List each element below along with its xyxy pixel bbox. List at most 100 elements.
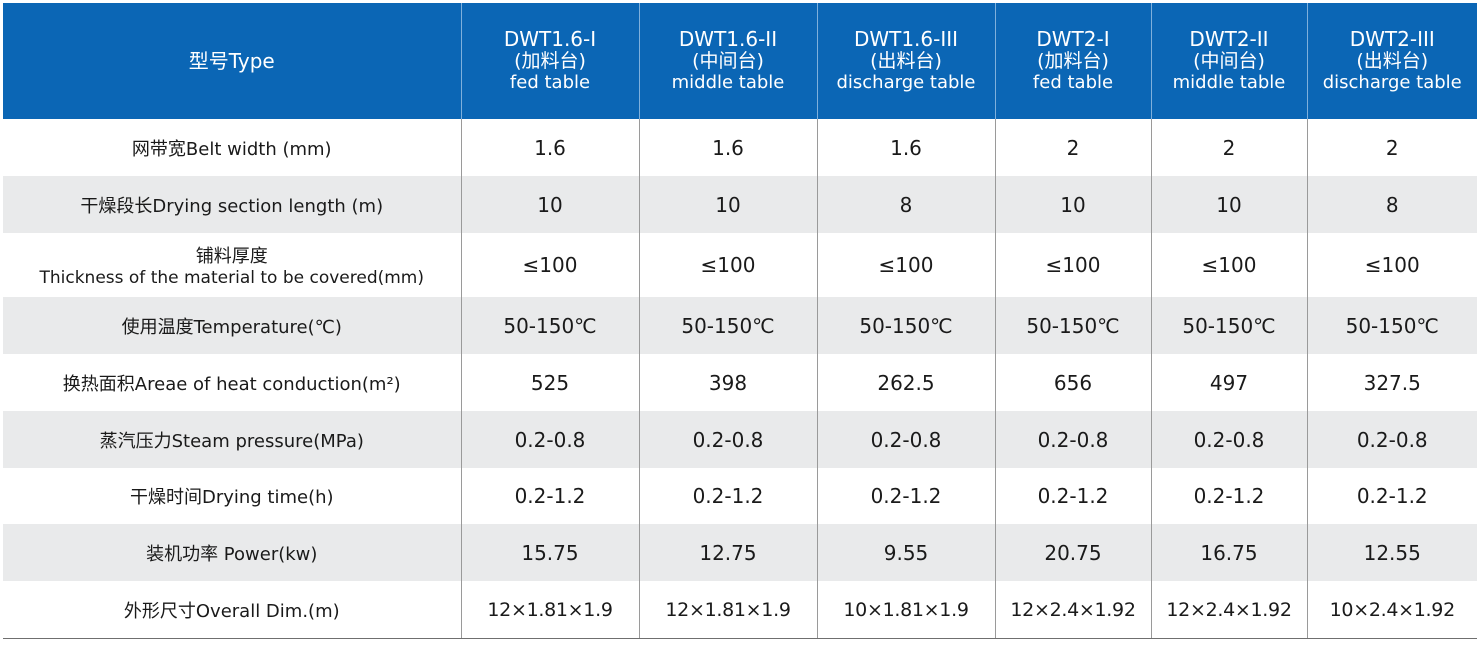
cell-value: 2 — [1306, 119, 1477, 176]
row-label: 使用温度Temperature(℃) — [3, 297, 461, 354]
cell-value: 262.5 — [816, 354, 995, 411]
cell-value: 12×1.81×1.9 — [460, 581, 639, 639]
model-code: DWT2-I — [1036, 27, 1110, 51]
row-label: 干燥时间Drying time(h) — [3, 468, 461, 524]
cell-value: 0.2-1.2 — [1306, 468, 1477, 524]
header-model: DWT1.6-II (中间台) middle table — [638, 3, 817, 119]
cell-value: 12×2.4×1.92 — [994, 581, 1151, 639]
table-row: 网带宽Belt width (mm) 1.6 1.6 1.6 2 2 2 — [3, 119, 1477, 176]
table-row: 蒸汽压力Steam pressure(MPa) 0.2-0.8 0.2-0.8 … — [3, 411, 1477, 468]
row-label: 蒸汽压力Steam pressure(MPa) — [3, 411, 461, 468]
cell-value: 8 — [1306, 176, 1477, 233]
cell-value: 0.2-1.2 — [460, 468, 639, 524]
cell-value: 327.5 — [1306, 354, 1477, 411]
cell-value: 12.75 — [638, 524, 817, 581]
cell-value: 10 — [1150, 176, 1307, 233]
cell-value: 50-150℃ — [816, 297, 995, 354]
model-code: DWT2-II — [1189, 27, 1269, 51]
cell-value: 20.75 — [994, 524, 1151, 581]
cell-value: 8 — [816, 176, 995, 233]
row-label-cn: 铺料厚度 — [195, 246, 268, 267]
model-code: DWT2-III — [1349, 27, 1435, 51]
cell-value: 10 — [638, 176, 817, 233]
header-model: DWT2-II (中间台) middle table — [1150, 3, 1307, 119]
cell-value: 1.6 — [460, 119, 639, 176]
model-cn: (加料台) — [514, 50, 586, 72]
cell-value: 525 — [460, 354, 639, 411]
header-type-label: 型号Type — [3, 3, 461, 119]
table-row: 干燥时间Drying time(h) 0.2-1.2 0.2-1.2 0.2-1… — [3, 468, 1477, 524]
cell-value: 398 — [638, 354, 817, 411]
cell-value: 656 — [994, 354, 1151, 411]
cell-value: 12×1.81×1.9 — [638, 581, 817, 639]
cell-value: 1.6 — [638, 119, 817, 176]
cell-value: 50-150℃ — [1306, 297, 1477, 354]
cell-value: ≤100 — [638, 233, 817, 297]
model-code: DWT1.6-III — [853, 27, 959, 51]
cell-value: 0.2-0.8 — [638, 411, 817, 468]
cell-value: 10 — [460, 176, 639, 233]
model-cn: (出料台) — [870, 50, 942, 72]
cell-value: ≤100 — [460, 233, 639, 297]
cell-value: 0.2-0.8 — [816, 411, 995, 468]
model-en: fed table — [1032, 72, 1114, 93]
cell-value: 0.2-0.8 — [1306, 411, 1477, 468]
model-cn: (中间台) — [692, 50, 764, 72]
row-label: 外形尺寸Overall Dim.(m) — [3, 581, 461, 639]
cell-value: 50-150℃ — [1150, 297, 1307, 354]
table-row: 装机功率 Power(kw) 15.75 12.75 9.55 20.75 16… — [3, 524, 1477, 581]
cell-value: 50-150℃ — [460, 297, 639, 354]
cell-value: ≤100 — [816, 233, 995, 297]
cell-value: ≤100 — [994, 233, 1151, 297]
header-row: 型号Type DWT1.6-I (加料台) fed table DWT1.6-II(… — [3, 3, 1477, 119]
cell-value: 0.2-1.2 — [816, 468, 995, 524]
cell-value: 0.2-1.2 — [638, 468, 817, 524]
cell-value: 12.55 — [1306, 524, 1477, 581]
row-label: 干燥段长Drying section length (m) — [3, 176, 461, 233]
table-row: 干燥段长Drying section length (m) 10 10 8 10… — [3, 176, 1477, 233]
row-label: 铺料厚度 Thickness of the material to be cove… — [3, 233, 461, 297]
model-en: middle table — [1172, 72, 1286, 93]
header-model: DWT2-III (出料台) discharge table — [1306, 3, 1477, 119]
cell-value: 2 — [994, 119, 1151, 176]
cell-value: 10×1.81×1.9 — [816, 581, 995, 639]
cell-value: 50-150℃ — [994, 297, 1151, 354]
cell-value: 16.75 — [1150, 524, 1307, 581]
row-label: 网带宽Belt width (mm) — [3, 119, 461, 176]
cell-value: 2 — [1150, 119, 1307, 176]
model-code: DWT1.6-II — [678, 27, 778, 51]
model-en: middle table — [671, 72, 785, 93]
cell-value: ≤100 — [1150, 233, 1307, 297]
model-code: DWT1.6-I — [503, 27, 597, 51]
model-en: fed table — [509, 72, 591, 93]
cell-value: 12×2.4×1.92 — [1150, 581, 1307, 639]
table-row: 换热面积Areae of heat conduction(m²) 525 398… — [3, 354, 1477, 411]
table-row: 使用温度Temperature(℃) 50-150℃ 50-150℃ 50-15… — [3, 297, 1477, 354]
cell-value: 0.2-1.2 — [994, 468, 1151, 524]
model-cn: (加料台) — [1037, 50, 1109, 72]
cell-value: 10×2.4×1.92 — [1306, 581, 1477, 639]
table-row: 外形尺寸Overall Dim.(m) 12×1.81×1.9 12×1.81×… — [3, 581, 1477, 639]
cell-value: 15.75 — [460, 524, 639, 581]
cell-value: ≤100 — [1306, 233, 1477, 297]
model-en: discharge table — [836, 72, 976, 93]
cell-value: 497 — [1150, 354, 1307, 411]
row-label: 装机功率 Power(kw) — [3, 524, 461, 581]
cell-value: 0.2-0.8 — [994, 411, 1151, 468]
model-cn: (中间台) — [1193, 50, 1265, 72]
cell-value: 1.6 — [816, 119, 995, 176]
cell-value: 10 — [994, 176, 1151, 233]
cell-value: 0.2-1.2 — [1150, 468, 1307, 524]
cell-value: 0.2-0.8 — [1150, 411, 1307, 468]
header-model: DWT2-I (加料台) fed table — [994, 3, 1151, 119]
header-model: DWT1.6-I (加料台) fed table — [460, 3, 639, 119]
row-label-en: Thickness of the material to be covered(… — [39, 268, 425, 288]
cell-value: 9.55 — [816, 524, 995, 581]
model-en: discharge table — [1322, 72, 1462, 93]
spec-table: 型号Type DWT1.6-I (加料台) fed table DWT1.6-II(… — [3, 3, 1477, 639]
cell-value: 50-150℃ — [638, 297, 817, 354]
spec-table-container: 型号Type DWT1.6-I (加料台) fed table DWT1.6-II(… — [3, 3, 1477, 639]
table-row: 铺料厚度 Thickness of the material to be cove… — [3, 233, 1477, 297]
header-model: DWT1.6-III (出料台) discharge table — [816, 3, 995, 119]
cell-value: 0.2-0.8 — [460, 411, 639, 468]
